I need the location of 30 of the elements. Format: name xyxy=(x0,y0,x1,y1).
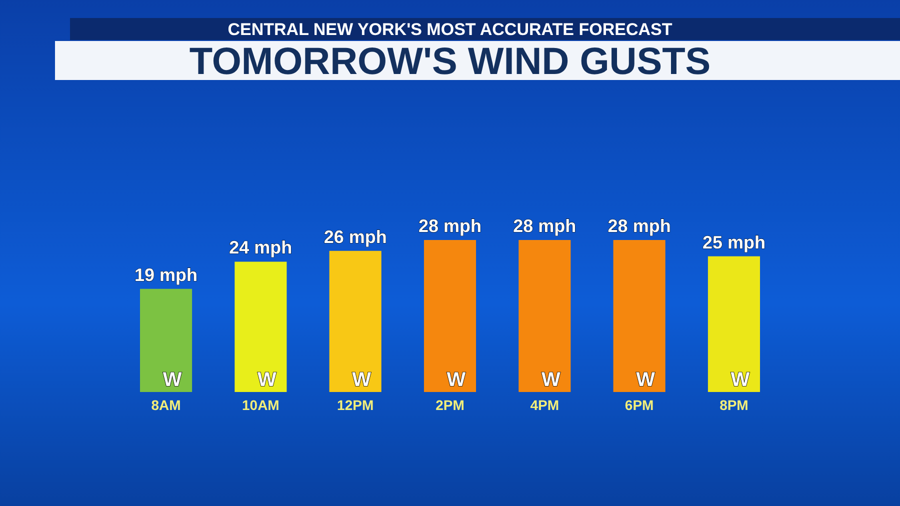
bar xyxy=(234,262,287,392)
bar xyxy=(708,256,760,392)
bar xyxy=(140,288,192,392)
bar xyxy=(613,240,666,392)
chart-title: TOMORROW'S WIND GUSTS xyxy=(189,41,711,83)
annotation: W xyxy=(636,369,656,391)
x-tick-label: 8AM xyxy=(151,397,181,413)
bar xyxy=(518,240,571,392)
annotation: W xyxy=(541,369,560,391)
bar xyxy=(424,240,476,392)
x-tick-label: 10AM xyxy=(242,397,280,413)
data-label: 26 mph xyxy=(324,226,387,247)
annotation: W xyxy=(446,369,466,391)
bar xyxy=(329,250,382,392)
x-tick-label: 8PM xyxy=(720,397,748,413)
annotation: W xyxy=(162,369,182,391)
annotation: W xyxy=(257,369,276,391)
annotation: W xyxy=(352,369,372,391)
data-label: 28 mph xyxy=(608,216,671,236)
chart-subtitle: CENTRAL NEW YORK'S MOST ACCURATE FORECAST xyxy=(228,20,673,39)
x-tick-label: 2PM xyxy=(436,397,464,413)
data-label: 28 mph xyxy=(418,216,482,236)
x-tick-label: 6PM xyxy=(624,397,654,413)
x-tick-label: 12PM xyxy=(337,397,374,413)
data-label: 19 mph xyxy=(134,264,198,285)
data-label: 28 mph xyxy=(513,216,576,236)
data-label: 24 mph xyxy=(229,238,292,258)
data-label: 25 mph xyxy=(702,232,766,252)
x-tick-label: 4PM xyxy=(530,397,560,413)
annotation: W xyxy=(730,369,750,391)
